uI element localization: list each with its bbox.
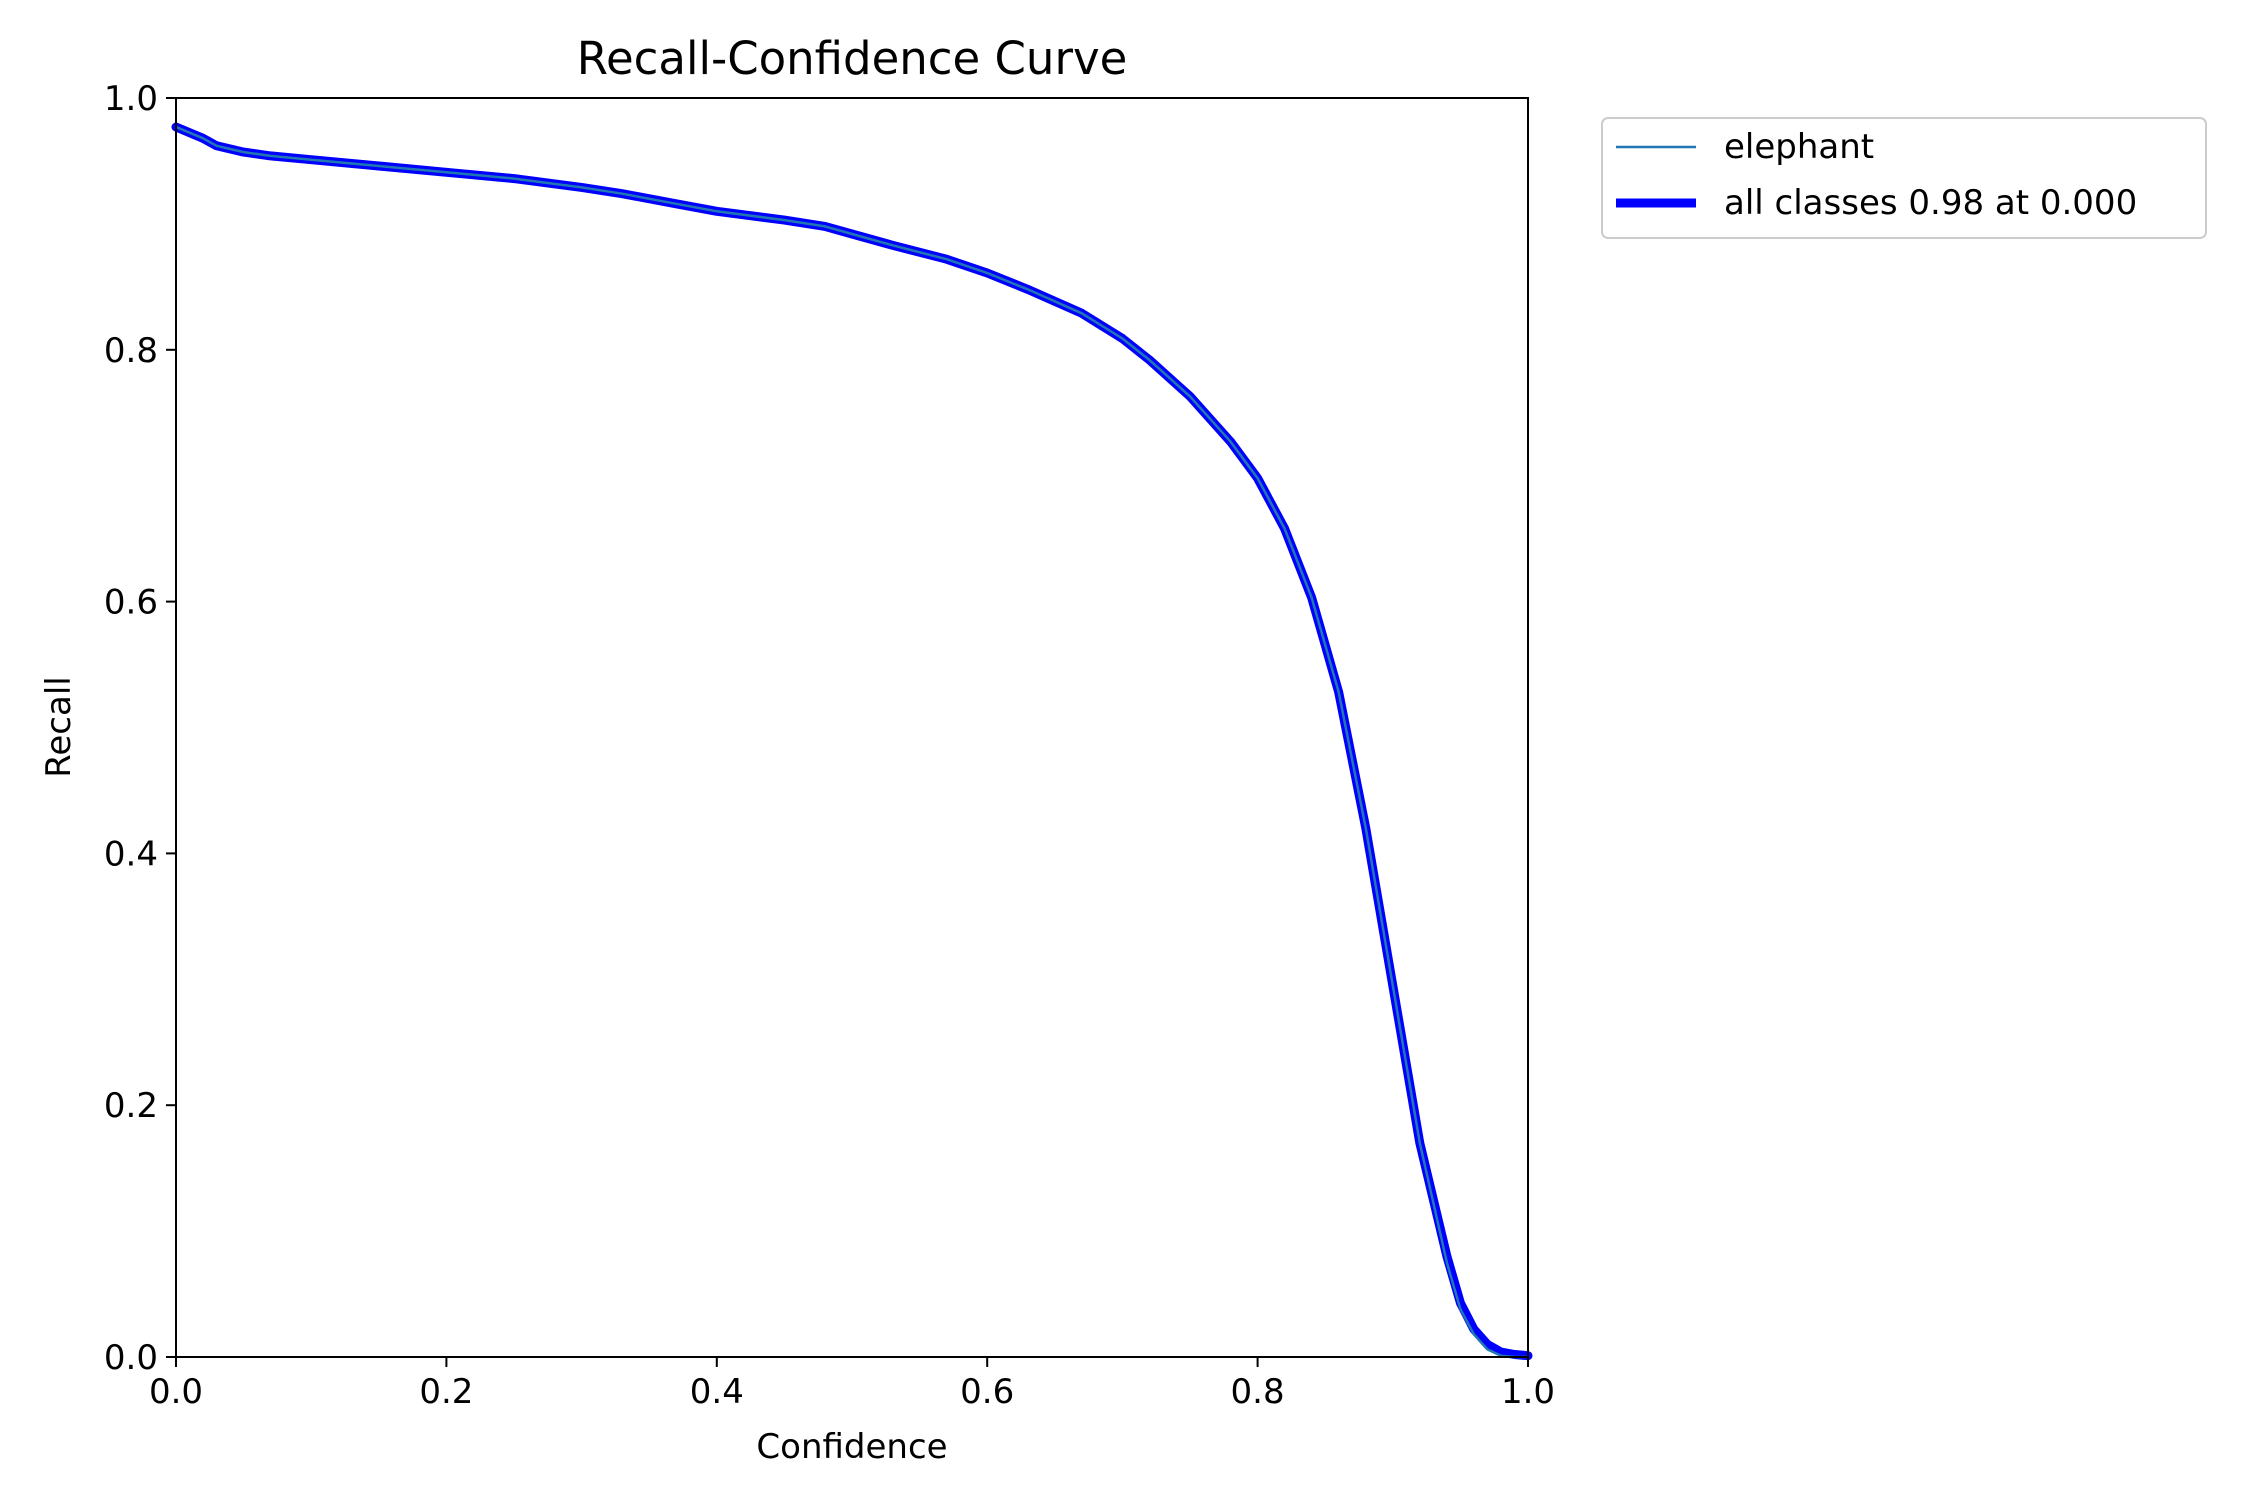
chart-title: Recall-Confidence Curve <box>577 32 1128 85</box>
plot-area <box>171 97 1533 1361</box>
x-tick-label: 1.0 <box>1501 1372 1555 1412</box>
x-tick-label: 0.4 <box>690 1372 744 1412</box>
legend-label-all-classes: all classes 0.98 at 0.000 <box>1724 183 2137 223</box>
y-tick-label: 0.4 <box>104 834 158 874</box>
series-line-elephant <box>174 125 1530 1359</box>
legend: elephant all classes 0.98 at 0.000 <box>1601 117 2207 239</box>
y-axis-label: Recall <box>39 676 79 777</box>
x-tick-label: 0.2 <box>419 1372 473 1412</box>
legend-label-elephant: elephant <box>1724 127 1874 167</box>
x-tick-label: 0.6 <box>960 1372 1014 1412</box>
y-tick-label: 0.0 <box>104 1338 158 1378</box>
y-tick-label: 1.0 <box>104 79 158 119</box>
y-tick-label: 0.2 <box>104 1086 158 1126</box>
y-tick-label: 0.6 <box>104 583 158 623</box>
x-axis-label: Confidence <box>756 1427 947 1467</box>
series-layer <box>171 122 1533 1361</box>
x-axis: 0.0 0.2 0.4 0.6 0.8 1.0 <box>149 1357 1555 1412</box>
y-axis: 0.0 0.2 0.4 0.6 0.8 1.0 <box>104 79 176 1378</box>
plot-frame <box>175 97 1529 1358</box>
x-tick-label: 0.8 <box>1231 1372 1285 1412</box>
legend-box <box>1601 117 2207 239</box>
y-tick-label: 0.8 <box>104 331 158 371</box>
x-tick-label: 0.0 <box>149 1372 203 1412</box>
